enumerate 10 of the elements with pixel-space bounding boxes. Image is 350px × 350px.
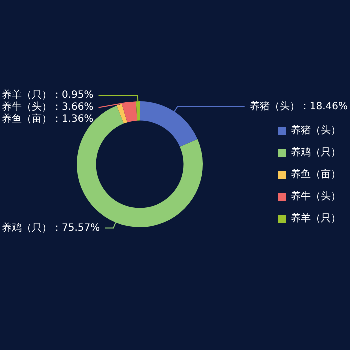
category-label: 养鱼（亩）：1.36% [2, 114, 94, 126]
category-label: 养羊（只）：0.95% [2, 90, 94, 102]
category-label: 养牛（头）：3.66% [2, 102, 94, 114]
category-label: 养鸡（只）：75.57% [2, 222, 100, 234]
legend-label: 养鱼（亩） [291, 168, 341, 180]
legend-label: 养牛（头） [291, 190, 341, 202]
legend-label: 养羊（只） [291, 212, 341, 224]
legend-label: 养鸡（只） [291, 146, 341, 158]
legend-label: 养猪（头） [291, 124, 341, 136]
category-label: 养猪（头）：18.46% [250, 101, 348, 112]
